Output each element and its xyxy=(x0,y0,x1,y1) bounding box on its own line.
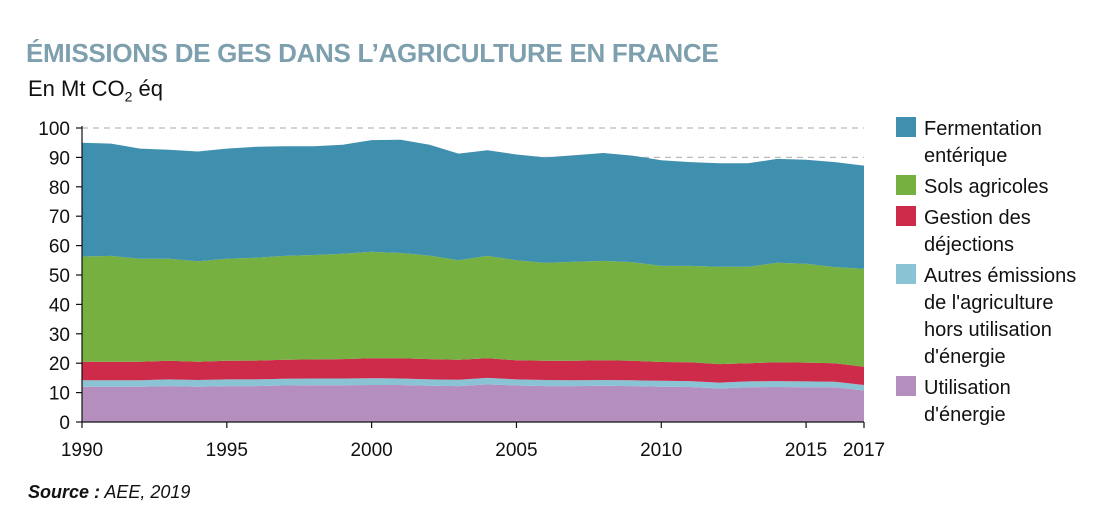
legend-label-4-0: Utilisation xyxy=(924,377,1011,399)
area-series-4 xyxy=(82,139,864,269)
area-series-3 xyxy=(82,251,864,367)
y-tick-label-90: 90 xyxy=(49,148,70,169)
legend-label-0-1: entérique xyxy=(924,145,1007,167)
y-tick-label-50: 50 xyxy=(49,266,70,287)
unit-subscript: 2 xyxy=(124,88,133,105)
legend-swatch-3 xyxy=(896,264,916,284)
x-tick-label-2005: 2005 xyxy=(495,440,537,461)
legend-swatch-4 xyxy=(896,376,916,396)
y-tick-label-30: 30 xyxy=(49,325,70,346)
y-tick-label-100: 100 xyxy=(38,119,70,140)
area-series-2 xyxy=(82,358,864,385)
source-note: Source : AEE, 2019 xyxy=(28,482,190,503)
legend-swatch-0 xyxy=(896,117,916,137)
y-tick-label-10: 10 xyxy=(49,384,70,405)
y-tick-label-80: 80 xyxy=(49,178,70,199)
unit-prefix: En Mt CO xyxy=(28,76,125,101)
unit-label: En Mt CO2 éq xyxy=(28,76,163,104)
legend-label-1-0: Sols agricoles xyxy=(924,176,1049,198)
legend: Fermentation entérique Sols agricoles Gesti… xyxy=(896,117,1076,426)
area-series-1 xyxy=(82,377,864,391)
legend-label-3-0: Autres émissions xyxy=(924,265,1076,287)
axes: 0 10 20 30 40 50 60 70 80 90 100 1990 1995 2000 2005 20… xyxy=(38,119,885,461)
legend-label-3-1: de l'agriculture xyxy=(924,292,1053,314)
legend-label-4-1: d'énergie xyxy=(924,404,1006,426)
y-tick-label-60: 60 xyxy=(49,237,70,258)
x-tick-label-2000: 2000 xyxy=(350,440,392,461)
y-tick-label-70: 70 xyxy=(49,207,70,228)
x-tick-label-1990: 1990 xyxy=(61,440,103,461)
legend-label-2-1: déjections xyxy=(924,234,1014,256)
y-tick-label-40: 40 xyxy=(49,295,70,316)
legend-swatch-2 xyxy=(896,206,916,226)
legend-label-3-3: d'énergie xyxy=(924,346,1006,368)
legend-swatch-1 xyxy=(896,175,916,195)
x-tick-label-1995: 1995 xyxy=(206,440,248,461)
y-tick-label-0: 0 xyxy=(59,413,70,434)
chart-title: ÉMISSIONS DE GES DANS L’AGRICULTURE EN F… xyxy=(26,38,719,68)
source-label: Source : xyxy=(28,482,101,502)
unit-suffix: éq xyxy=(132,76,163,101)
x-tick-label-2017: 2017 xyxy=(843,440,885,461)
x-tick-label-2015: 2015 xyxy=(785,440,827,461)
y-tick-label-20: 20 xyxy=(49,354,70,375)
legend-label-0-0: Fermentation xyxy=(924,118,1042,140)
legend-label-3-2: hors utilisation xyxy=(924,319,1052,341)
x-tick-label-2010: 2010 xyxy=(640,440,682,461)
area-series-0 xyxy=(82,384,864,422)
area-series xyxy=(82,139,864,422)
source-value: AEE, 2019 xyxy=(100,482,191,502)
legend-label-2-0: Gestion des xyxy=(924,207,1031,229)
